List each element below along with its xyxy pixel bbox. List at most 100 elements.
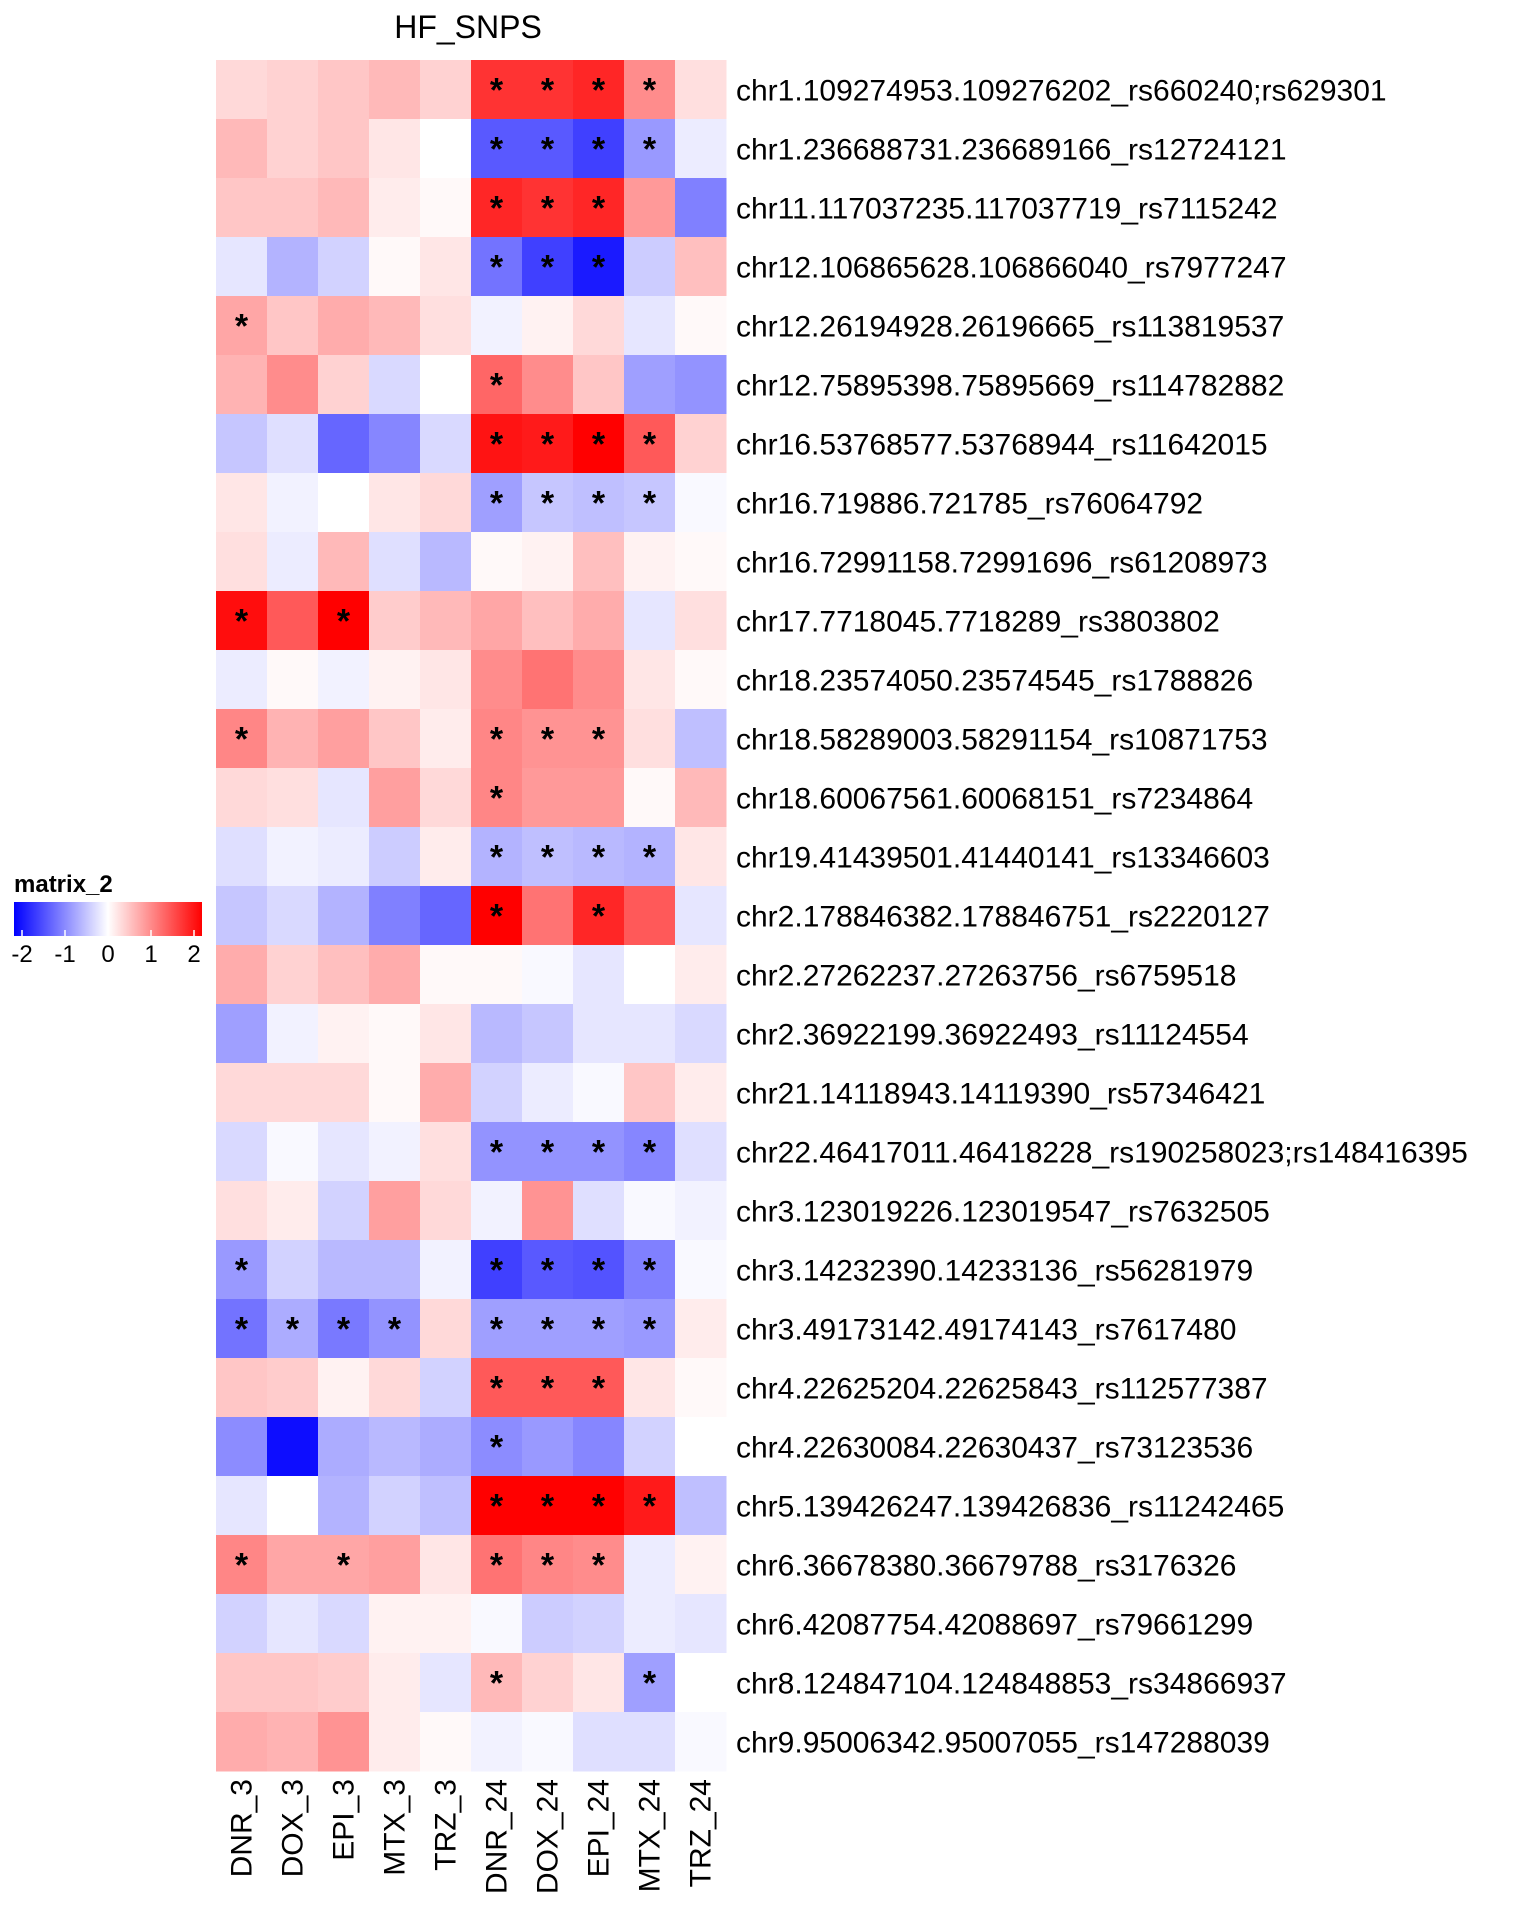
heatmap-cells (216, 60, 727, 1772)
heatmap-cell (624, 886, 676, 946)
heatmap-cell (267, 886, 319, 946)
heatmap-cell (471, 1535, 523, 1595)
heatmap-cell (624, 1181, 676, 1241)
heatmap-cell (267, 414, 319, 474)
heatmap-cell (522, 1653, 574, 1713)
heatmap-cell (369, 1417, 421, 1477)
heatmap-cell (420, 1535, 472, 1595)
heatmap-cell (675, 355, 727, 415)
heatmap-cell (216, 709, 268, 769)
row-label: chr8.124847104.124848853_rs34866937 (736, 1668, 1287, 1701)
heatmap-cell (318, 119, 370, 179)
heatmap-cell (573, 1358, 625, 1418)
heatmap-cell (624, 1063, 676, 1123)
column-label: TRZ_24 (685, 1779, 718, 1887)
heatmap-cell (267, 1417, 319, 1477)
heatmap-cell (675, 1240, 727, 1300)
heatmap-cell (267, 296, 319, 356)
heatmap-cell (420, 473, 472, 533)
heatmap-cell (318, 650, 370, 710)
heatmap-cell (675, 1535, 727, 1595)
row-label: chr16.72991158.72991696_rs61208973 (736, 547, 1268, 580)
heatmap-cell (420, 355, 472, 415)
heatmap-cell (471, 1712, 523, 1772)
heatmap-cell (318, 886, 370, 946)
significance-star: * (490, 1134, 504, 1172)
heatmap-cell (522, 1476, 574, 1536)
heatmap-cell (675, 1358, 727, 1418)
heatmap-cell (369, 886, 421, 946)
column-label: DNR_24 (481, 1779, 514, 1894)
heatmap-cell (471, 1653, 523, 1713)
heatmap-cell (369, 1712, 421, 1772)
heatmap-cell (522, 532, 574, 592)
heatmap-cell (369, 1653, 421, 1713)
heatmap-cell (420, 178, 472, 238)
heatmap-cell (318, 945, 370, 1005)
heatmap-cell (318, 768, 370, 828)
significance-star: * (643, 1488, 657, 1526)
heatmap-cell (369, 591, 421, 651)
heatmap-cell (420, 591, 472, 651)
heatmap-cell (624, 60, 676, 120)
significance-star: * (592, 1488, 606, 1526)
heatmap-cell (369, 237, 421, 297)
heatmap-cell (675, 886, 727, 946)
heatmap-cell (624, 1535, 676, 1595)
heatmap-cell (624, 237, 676, 297)
heatmap-cell (675, 768, 727, 828)
heatmap-cell (624, 768, 676, 828)
significance-star: * (490, 780, 504, 818)
significance-star: * (541, 1488, 555, 1526)
heatmap-cell (624, 178, 676, 238)
heatmap-cell (624, 1358, 676, 1418)
significance-star: * (541, 721, 555, 759)
significance-star: * (592, 72, 606, 110)
significance-star: * (490, 72, 504, 110)
heatmap-cell (573, 178, 625, 238)
heatmap-cell (675, 1417, 727, 1477)
heatmap-cell (471, 473, 523, 533)
significance-star: * (490, 898, 504, 936)
heatmap-cell (471, 355, 523, 415)
heatmap-cell (471, 1122, 523, 1182)
heatmap-cell (471, 119, 523, 179)
row-label: chr18.23574050.23574545_rs1788826 (736, 665, 1253, 698)
heatmap-cell (573, 1712, 625, 1772)
heatmap-cell (267, 1535, 319, 1595)
significance-star: * (592, 131, 606, 169)
significance-star: * (490, 131, 504, 169)
heatmap-cell (216, 945, 268, 1005)
heatmap-cell (267, 532, 319, 592)
heatmap-cell (624, 355, 676, 415)
row-labels: chr1.109274953.109276202_rs660240;rs6293… (736, 75, 1468, 1760)
heatmap-cell (216, 532, 268, 592)
significance-star: * (235, 1311, 249, 1349)
row-label: chr17.7718045.7718289_rs3803802 (736, 606, 1220, 639)
heatmap-cell (471, 1240, 523, 1300)
heatmap-cell (471, 945, 523, 1005)
heatmap-cell (573, 1476, 625, 1536)
heatmap-cell (267, 650, 319, 710)
heatmap-cell (420, 532, 472, 592)
heatmap-cell (675, 827, 727, 887)
column-label: MTX_24 (634, 1779, 667, 1892)
heatmap-cell (216, 1063, 268, 1123)
heatmap-cell (318, 709, 370, 769)
heatmap-cell (522, 473, 574, 533)
heatmap-cell (318, 1122, 370, 1182)
heatmap-cell (318, 1653, 370, 1713)
heatmap-cell (267, 1181, 319, 1241)
heatmap-cell (471, 768, 523, 828)
significance-star: * (643, 72, 657, 110)
heatmap-cell (267, 1063, 319, 1123)
heatmap-cell (369, 60, 421, 120)
heatmap-cell (369, 178, 421, 238)
heatmap-cell (573, 1181, 625, 1241)
heatmap-cell (318, 827, 370, 887)
heatmap-cell (369, 709, 421, 769)
heatmap-cell (573, 709, 625, 769)
heatmap-cell (573, 650, 625, 710)
significance-star: * (541, 1311, 555, 1349)
heatmap-cell (675, 1594, 727, 1654)
